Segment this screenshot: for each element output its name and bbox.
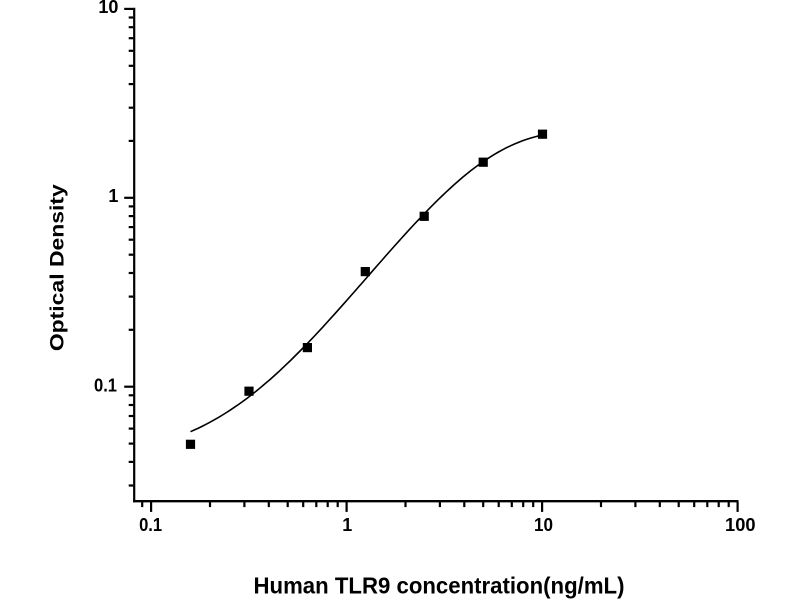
svg-text:0.1: 0.1 <box>94 375 117 395</box>
svg-text:1: 1 <box>108 186 118 206</box>
svg-text:Optical Density: Optical Density <box>48 184 69 352</box>
svg-text:0.1: 0.1 <box>139 515 162 535</box>
svg-text:10: 10 <box>98 0 118 17</box>
svg-text:10: 10 <box>534 515 553 535</box>
svg-text:1: 1 <box>342 515 352 535</box>
svg-text:Human TLR9 concentration(ng/mL: Human TLR9 concentration(ng/mL) <box>254 573 625 599</box>
svg-text:100: 100 <box>725 515 756 535</box>
